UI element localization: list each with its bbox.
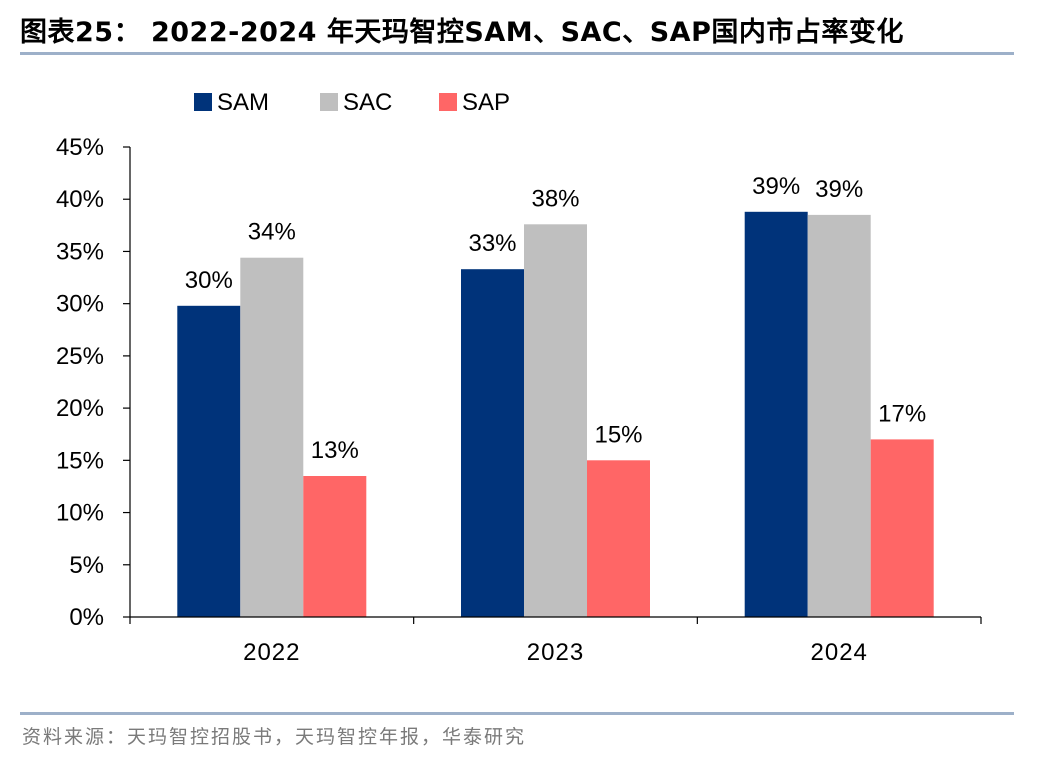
bar-sap-2024 — [870, 439, 934, 617]
data-label-sam-2022: 30% — [185, 267, 233, 294]
legend-swatch-sac — [320, 93, 338, 111]
legend-label-sac: SAC — [343, 89, 392, 116]
data-labels: 30% 33% 39% 34% 38% 39% 13% 15% 17% — [185, 173, 926, 464]
bar-chart: SAM SAC SAP 0% 5% 10% 15% 20% 25% 30% 35% 40% 45% 20… — [56, 89, 982, 666]
bar-sam-2022 — [177, 305, 241, 617]
data-label-sap-2023: 15% — [594, 421, 642, 448]
title-divider — [20, 52, 1014, 55]
source-note: 资料来源：天玛智控招股书，天玛智控年报，华泰研究 — [22, 726, 527, 748]
figure-title: 图表25： 2022-2024 年天玛智控SAM、SAC、SAP国内市占率变化 — [20, 17, 904, 48]
legend-swatch-sap — [439, 93, 457, 111]
y-tick-label-40: 40% — [56, 186, 104, 213]
y-tick-label-15: 15% — [56, 447, 104, 474]
bar-sap-2023 — [587, 460, 650, 617]
data-label-sam-2023: 33% — [468, 230, 516, 257]
bar-sam-2023 — [461, 269, 524, 617]
x-tick-label-2022: 2022 — [243, 639, 300, 666]
legend-swatch-sam — [194, 93, 212, 111]
y-tick-label-35: 35% — [56, 238, 104, 265]
data-label-sap-2022: 13% — [311, 437, 359, 464]
bar-sac-2022 — [240, 257, 304, 617]
legend-label-sap: SAP — [462, 89, 510, 116]
chart-legend: SAM SAC SAP — [194, 89, 510, 116]
x-tick-label-2023: 2023 — [527, 639, 584, 666]
legend-label-sam: SAM — [217, 89, 269, 116]
data-label-sac-2024: 39% — [815, 176, 863, 203]
y-tick-label-0: 0% — [69, 604, 104, 631]
data-label-sap-2024: 17% — [878, 400, 926, 427]
bar-sac-2024 — [807, 214, 871, 617]
bar-sac-2023 — [524, 224, 587, 618]
y-tick-label-45: 45% — [56, 134, 104, 161]
y-tick-label-30: 30% — [56, 291, 104, 318]
y-tick-label-20: 20% — [56, 395, 104, 422]
source-divider — [20, 712, 1014, 715]
data-label-sac-2022: 34% — [248, 219, 296, 246]
bar-sam-2024 — [744, 211, 808, 618]
axes: 0% 5% 10% 15% 20% 25% 30% 35% 40% 45% 2022 2023 2024 — [56, 134, 982, 666]
y-tick-label-10: 10% — [56, 500, 104, 527]
bars — [177, 211, 934, 618]
bar-sap-2022 — [303, 476, 367, 617]
y-tick-label-5: 5% — [69, 552, 104, 579]
data-label-sac-2023: 38% — [531, 185, 579, 212]
x-tick-label-2024: 2024 — [811, 639, 868, 666]
data-label-sam-2024: 39% — [752, 173, 800, 200]
y-tick-label-25: 25% — [56, 343, 104, 370]
